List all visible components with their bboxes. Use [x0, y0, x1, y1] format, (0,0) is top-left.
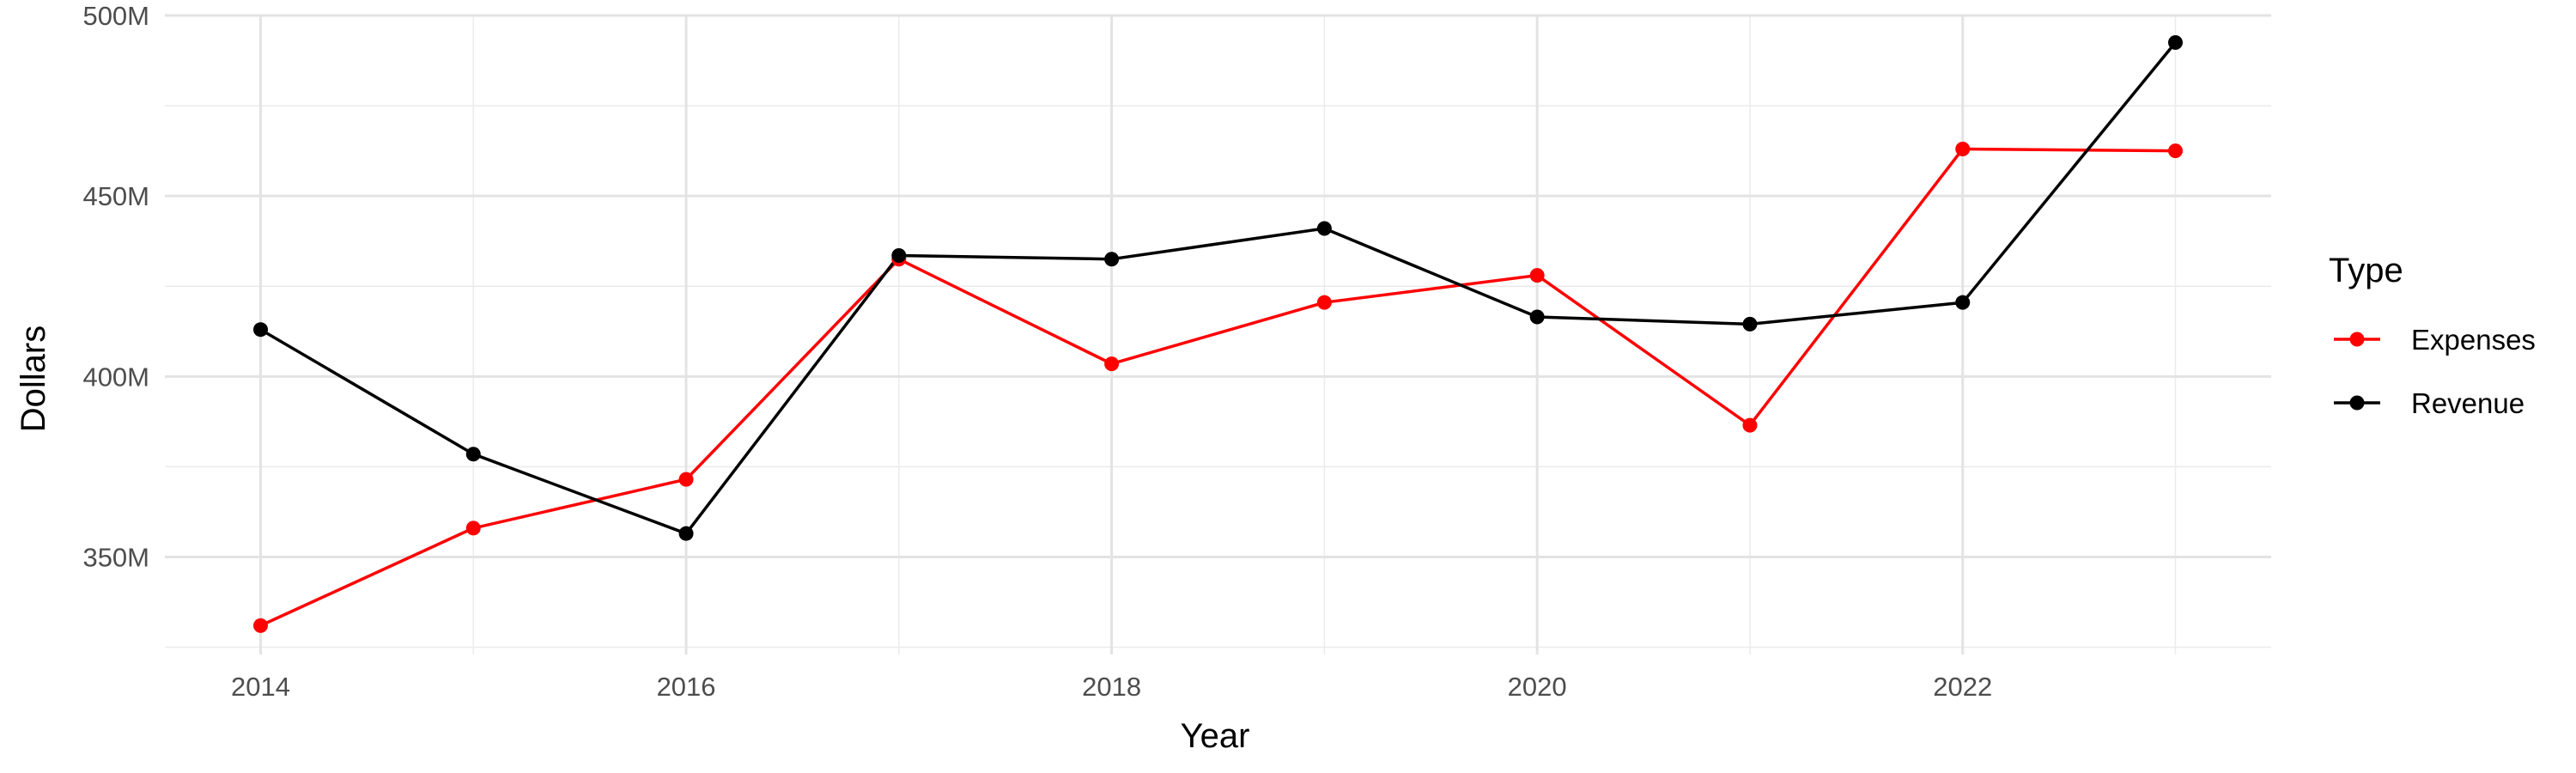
- x-axis-title: Year: [1181, 717, 1250, 755]
- revenue-point: [465, 447, 481, 462]
- legend-label: Revenue: [2411, 387, 2524, 419]
- minor-gridlines: [165, 15, 2271, 654]
- x-tick-label: 2022: [1933, 672, 1992, 702]
- expenses-point: [253, 618, 268, 633]
- expenses-point: [1104, 356, 1120, 372]
- legend-key-point: [2349, 332, 2365, 347]
- revenue-point: [1529, 309, 1545, 325]
- major-gridlines: [165, 14, 2271, 654]
- y-tick-label: 350M: [82, 543, 149, 573]
- expenses-point: [465, 520, 481, 536]
- x-tick-label: 2018: [1082, 672, 1141, 702]
- legend-items: Expenses Revenue: [2334, 324, 2536, 419]
- y-tick-label: 500M: [82, 1, 149, 31]
- expenses-point: [678, 472, 694, 487]
- revenue-point: [1742, 316, 1758, 332]
- series-points: [253, 35, 2183, 633]
- x-axis-tick-labels: 2014 2016 2018 2020 2022: [231, 672, 1992, 702]
- revenue-point: [1955, 295, 1971, 310]
- revenue-point: [1104, 252, 1120, 267]
- legend: Type Expenses Revenue: [2329, 252, 2536, 419]
- legend-key-point: [2349, 395, 2365, 411]
- expenses-point: [1955, 142, 1971, 157]
- revenue-point: [2168, 35, 2183, 51]
- x-tick-label: 2020: [1508, 672, 1567, 702]
- y-axis-tick-labels: 350M 400M 450M 500M: [82, 1, 149, 573]
- expenses-point: [1316, 295, 1332, 310]
- x-tick-label: 2016: [657, 672, 716, 702]
- revenue-point: [891, 248, 907, 264]
- revenue-point: [253, 322, 268, 338]
- legend-label: Expenses: [2411, 324, 2536, 356]
- y-tick-label: 400M: [82, 362, 149, 392]
- revenue-point: [678, 526, 694, 541]
- expenses-point: [2168, 143, 2183, 159]
- x-tick-label: 2014: [231, 672, 290, 702]
- legend-title: Type: [2329, 252, 2403, 289]
- y-axis-title: Dollars: [15, 326, 52, 432]
- expenses-line: [259, 147, 2176, 627]
- revenue-line: [259, 41, 2177, 535]
- revenue-point: [1316, 221, 1332, 236]
- expenses-point: [1529, 268, 1545, 283]
- series-lines: [259, 41, 2177, 627]
- y-tick-label: 450M: [82, 181, 149, 211]
- expenses-point: [1742, 417, 1758, 433]
